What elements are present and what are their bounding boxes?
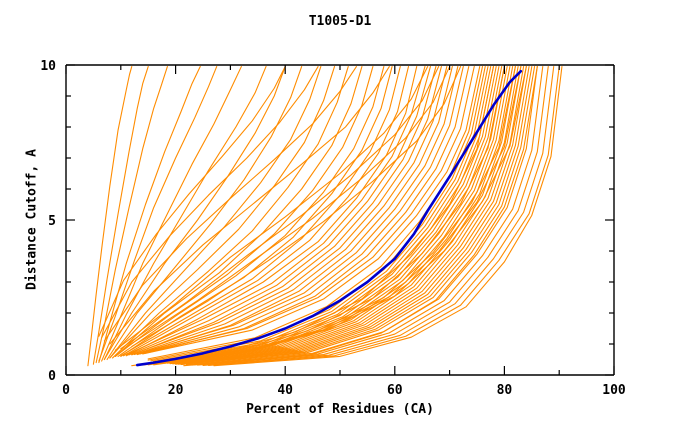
x-tick-label: 100 bbox=[602, 383, 626, 398]
y-tick-label: 10 bbox=[40, 59, 56, 74]
prediction-curve bbox=[169, 66, 519, 365]
prediction-curve bbox=[98, 66, 286, 337]
prediction-curve bbox=[147, 66, 484, 360]
prediction-curve bbox=[101, 66, 319, 339]
prediction-curve bbox=[169, 66, 516, 365]
prediction-curve bbox=[125, 66, 451, 348]
y-tick-label: 5 bbox=[48, 214, 56, 229]
x-tick-label: 60 bbox=[387, 383, 403, 398]
prediction-curve bbox=[180, 66, 536, 366]
prediction-curve bbox=[120, 66, 393, 357]
prediction-curve bbox=[87, 66, 133, 367]
prediction-curve bbox=[92, 66, 149, 365]
prediction-curve bbox=[125, 66, 426, 356]
prediction-curve bbox=[131, 66, 494, 367]
prediction-curve bbox=[153, 66, 527, 366]
x-axis-label: Percent of Residues (CA) bbox=[246, 402, 434, 417]
prediction-curve bbox=[95, 66, 168, 364]
prediction-curve bbox=[109, 66, 322, 359]
x-tick-label: 80 bbox=[497, 383, 513, 398]
prediction-curve bbox=[196, 66, 549, 366]
prediction-curve bbox=[112, 66, 349, 359]
prediction-curve bbox=[142, 66, 516, 366]
prediction-curve bbox=[133, 66, 448, 356]
prediction-curve bbox=[166, 66, 514, 364]
reference-curve bbox=[135, 69, 523, 367]
prediction-curve bbox=[142, 66, 470, 355]
prediction-curve bbox=[207, 66, 560, 366]
prediction-curve bbox=[109, 66, 390, 345]
prediction-curve bbox=[147, 66, 522, 366]
prediction-curve bbox=[183, 66, 538, 367]
prediction-curve bbox=[144, 66, 481, 354]
prediction-curve bbox=[103, 66, 286, 361]
prediction-curve bbox=[125, 66, 418, 357]
tick-label-layer: 0 20 40 60 80 100 0 5 10 bbox=[40, 59, 626, 398]
prediction-curve bbox=[136, 66, 459, 355]
prediction-curve bbox=[136, 66, 505, 366]
prediction-curve bbox=[191, 66, 544, 366]
prediction-curve bbox=[161, 66, 505, 364]
prediction-curve bbox=[120, 66, 440, 350]
prediction-curve bbox=[142, 66, 475, 354]
prediction-curve bbox=[213, 66, 563, 367]
x-tick-label: 0 bbox=[62, 383, 70, 398]
prediction-curve bbox=[103, 66, 357, 342]
prediction-curve bbox=[120, 66, 401, 357]
prediction-curve bbox=[109, 66, 336, 359]
prediction-curve bbox=[131, 66, 462, 348]
page-title: T1005-D1 bbox=[308, 14, 372, 29]
prediction-curve bbox=[136, 66, 453, 356]
prediction-curve bbox=[153, 66, 494, 363]
prediction-curve bbox=[101, 66, 242, 362]
axes-layer bbox=[65, 64, 615, 376]
prediction-curve bbox=[114, 66, 429, 351]
prediction-curve bbox=[177, 66, 530, 365]
prediction-curve bbox=[202, 66, 555, 366]
prediction-curve bbox=[131, 66, 442, 356]
series-layer bbox=[87, 66, 563, 367]
y-tick-label: 0 bbox=[48, 369, 56, 384]
prediction-curve bbox=[155, 66, 497, 363]
prediction-curve bbox=[139, 66, 464, 355]
prediction-curve bbox=[114, 66, 374, 357]
prediction-curve bbox=[175, 66, 527, 365]
x-tick-label: 40 bbox=[277, 383, 293, 398]
prediction-curve bbox=[98, 66, 201, 364]
prediction-curve bbox=[158, 66, 503, 364]
x-tick-label: 20 bbox=[168, 383, 184, 398]
prediction-curve bbox=[172, 66, 522, 365]
prediction-curve bbox=[186, 66, 538, 366]
prediction-curve bbox=[114, 66, 363, 357]
prediction-curve bbox=[180, 66, 533, 366]
prediction-curve bbox=[122, 66, 410, 357]
prediction-curve bbox=[128, 66, 431, 356]
prediction-curve bbox=[103, 66, 267, 361]
prediction-curve bbox=[131, 66, 437, 356]
prediction-curve bbox=[164, 66, 508, 364]
